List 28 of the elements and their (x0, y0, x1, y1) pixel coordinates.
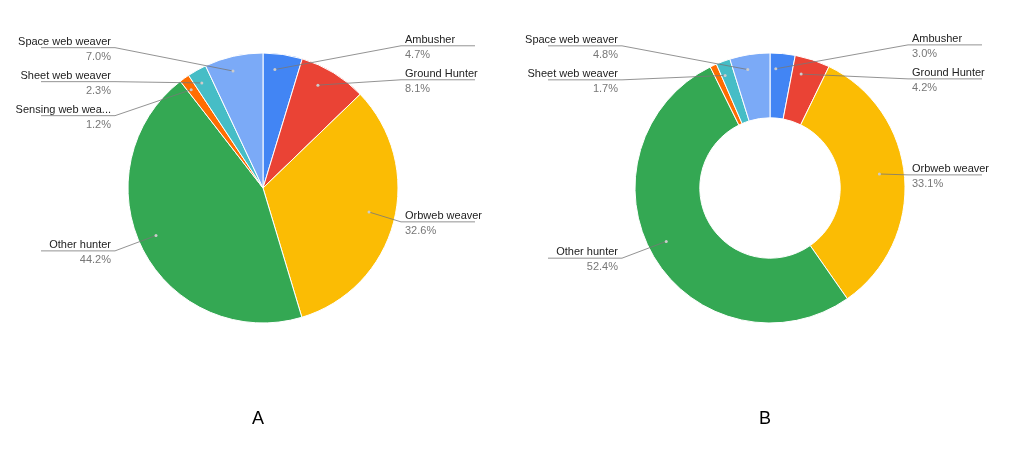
slice-label: Orbweb weaver (912, 161, 990, 174)
slice-label: Sheet web weaver (20, 68, 112, 81)
data-label: 1.7% (592, 81, 619, 94)
data-label: 4.7% (405, 47, 431, 60)
slice-label: Space web weaver (18, 34, 112, 47)
text: B (758, 408, 772, 429)
data-label: 3.0% (912, 46, 938, 59)
slice-label: Space web weaver (525, 32, 619, 45)
text: A (251, 408, 265, 429)
slice-label: Other hunter (556, 245, 619, 258)
data-label: 2.3% (85, 83, 112, 96)
slice-label: Ambusher (405, 32, 456, 45)
slice-label: Ground Hunter (912, 65, 986, 78)
slice-label: Ambusher (912, 31, 963, 44)
data-label: 33.1% (912, 176, 944, 189)
data-label: 44.2% (79, 252, 112, 265)
data-label: 32.6% (405, 223, 437, 236)
slice-label: Other hunter (49, 237, 112, 250)
slice-label: Orbweb weaver (405, 208, 483, 221)
data-label: 4.8% (592, 47, 619, 60)
slice-label: Sheet web weaver (527, 66, 619, 79)
data-label: 1.2% (85, 117, 112, 130)
data-label: 4.2% (912, 80, 938, 93)
data-label: 8.1% (405, 81, 431, 94)
data-label: 7.0% (85, 49, 112, 62)
slice-label: Ground Hunter (405, 66, 479, 79)
data-label: 52.4% (586, 260, 619, 273)
slice-label: Sensing web wea... (15, 102, 111, 115)
